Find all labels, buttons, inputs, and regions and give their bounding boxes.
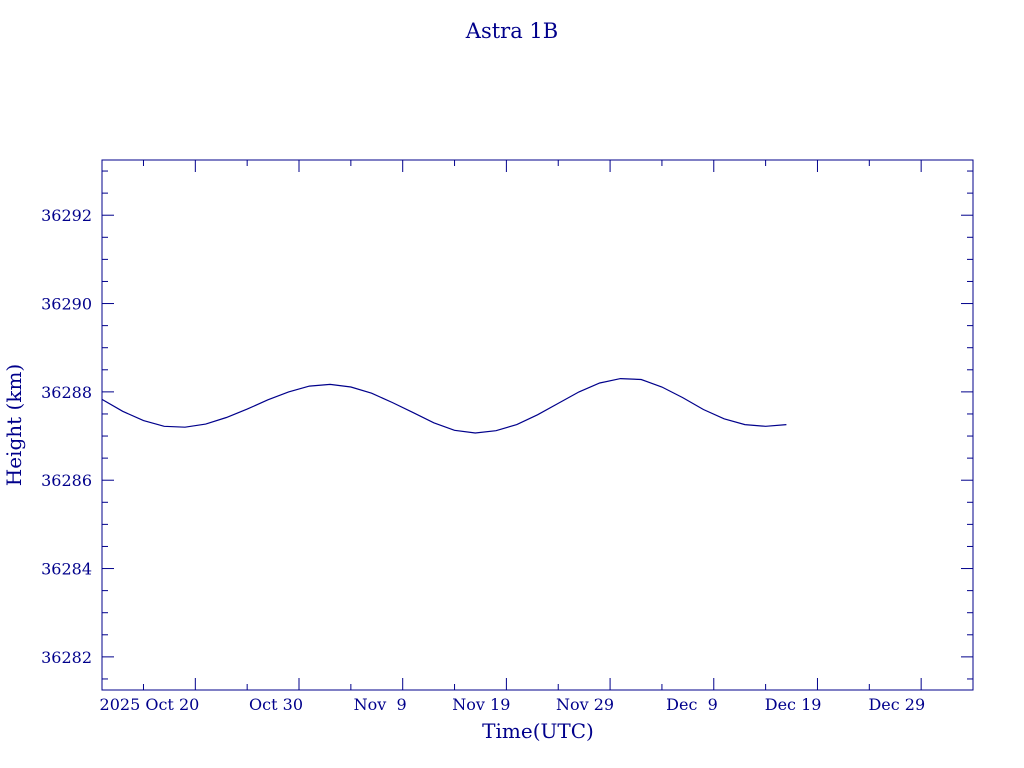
x-tick-label: Nov 9 (354, 695, 407, 714)
x-tick-label: Dec 29 (868, 695, 925, 714)
x-tick-label: Dec 9 (666, 695, 718, 714)
y-tick-label: 36288 (41, 383, 92, 402)
y-axis-ticks (102, 170, 973, 680)
y-axis-title: Height (km) (2, 364, 26, 486)
y-tick-label: 36286 (41, 471, 92, 490)
y-tick-label: 36284 (41, 560, 92, 579)
series-line-height (101, 377, 787, 434)
x-tick-label: Nov 19 (452, 695, 510, 714)
x-axis-ticks (142, 160, 974, 690)
y-tick-label: 36292 (41, 206, 92, 225)
plot-frame (101, 159, 974, 691)
x-tick-label: Dec 19 (765, 695, 822, 714)
x-tick-label: Oct 30 (249, 695, 303, 714)
y-axis-tick-labels: 36282 36284 36286 36288 36290 36292 (41, 206, 92, 667)
y-tick-label: 36282 (41, 648, 92, 667)
x-axis-title: Time(UTC) (482, 719, 594, 743)
y-tick-label: 36290 (41, 295, 92, 314)
chart-title: Astra 1B (465, 19, 558, 43)
x-axis-tick-labels: 2025 Oct 20 Oct 30 Nov 9 Nov 19 Nov 29 Dec 9 D… (100, 695, 926, 714)
x-tick-label: Nov 29 (556, 695, 614, 714)
x-tick-label: 2025 Oct 20 (100, 695, 200, 714)
